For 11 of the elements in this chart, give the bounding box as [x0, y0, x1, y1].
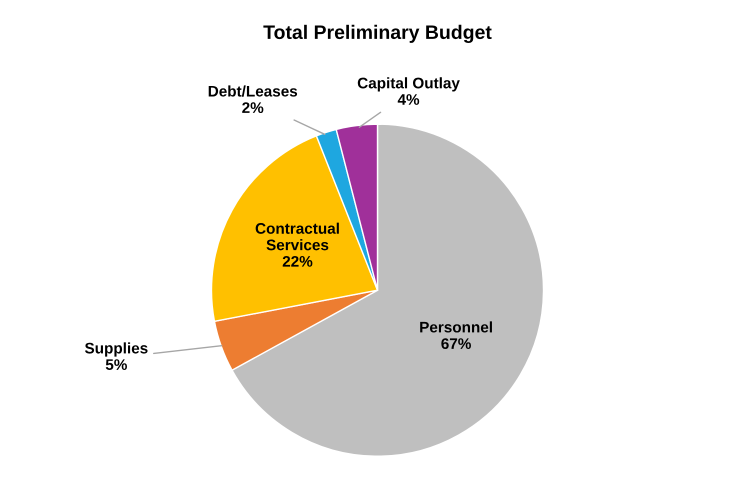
data-label: 4% — [398, 94, 420, 105]
chart-title: Total Preliminary Budget — [263, 24, 492, 44]
data-label: 5% — [106, 359, 127, 370]
slice-label: Contractual Services — [256, 222, 339, 250]
slice-label: Supplies — [84, 342, 148, 357]
data-label: 67% — [441, 338, 471, 350]
data-label: 22% — [282, 256, 312, 267]
slice-label: Debt/Leases — [208, 85, 298, 97]
slice-label: Personnel — [420, 321, 492, 333]
data-label: 2% — [242, 102, 264, 114]
slice-label: Capital Outlay — [358, 77, 460, 92]
